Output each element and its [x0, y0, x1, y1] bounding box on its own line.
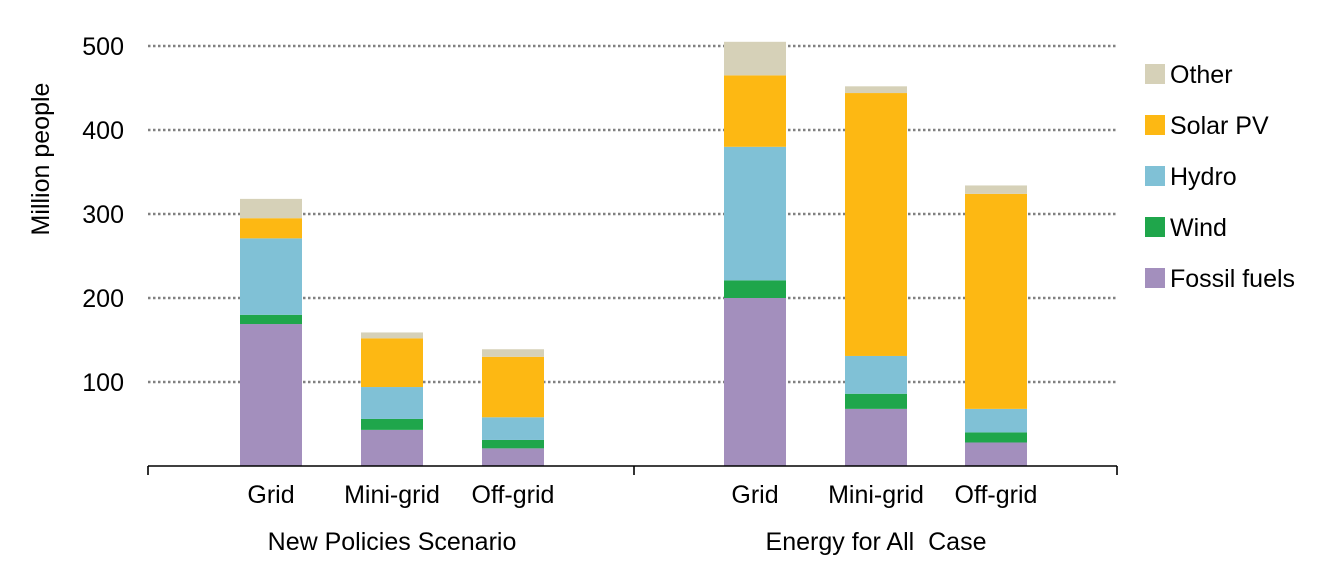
bar-segment-wind	[724, 280, 786, 298]
y-tick-label: 200	[82, 285, 124, 313]
bar-segment-hydro	[361, 387, 423, 419]
x-category-label: Grid	[247, 481, 294, 509]
bar-segment-wind	[361, 418, 423, 430]
axes: 100 200 300 400 500 Grid Mini-grid Off-grid Grid…	[82, 33, 1118, 556]
x-category-label: Mini-grid	[344, 481, 440, 509]
bar-segment-hydro	[724, 146, 786, 281]
bar-segment-other	[482, 349, 544, 357]
legend-swatch	[1145, 166, 1165, 186]
y-tick-label: 100	[82, 369, 124, 397]
bar-segment-wind	[482, 439, 544, 449]
legend-swatch	[1145, 64, 1165, 84]
x-group-label: Energy for All Case	[766, 528, 987, 556]
legend: Other Solar PV Hydro Wind Fossil fuels	[1145, 61, 1295, 293]
y-tick-label: 400	[82, 117, 124, 145]
bar-segment-hydro	[845, 355, 907, 394]
bar-segment-wind	[845, 393, 907, 409]
bar-segment-fossil-fuels	[240, 324, 302, 466]
bar-segment-other	[965, 185, 1027, 194]
y-tick-label: 500	[82, 33, 124, 61]
legend-label: Solar PV	[1170, 112, 1269, 140]
bar-segment-wind	[240, 314, 302, 325]
bar-segment-solar-pv	[482, 356, 544, 418]
legend-swatch	[1145, 115, 1165, 135]
bar-segment-solar-pv	[361, 338, 423, 388]
bar-segment-other	[724, 41, 786, 76]
legend-label: Wind	[1170, 214, 1227, 242]
bar-segment-hydro	[965, 408, 1027, 433]
bar-segment-wind	[965, 432, 1027, 443]
bar-segment-fossil-fuels	[965, 442, 1027, 466]
bar-segment-solar-pv	[724, 75, 786, 147]
y-tick-label: 300	[82, 201, 124, 229]
bar-segment-solar-pv	[240, 218, 302, 239]
bar-segment-other	[845, 86, 907, 94]
x-category-label: Grid	[731, 481, 778, 509]
bar-segment-fossil-fuels	[482, 448, 544, 466]
bar-segment-hydro	[240, 238, 302, 315]
bar-segment-solar-pv	[845, 93, 907, 356]
legend-label: Other	[1170, 61, 1233, 89]
bar-segment-other	[240, 198, 302, 219]
bar-segment-solar-pv	[965, 193, 1027, 409]
bar-segment-fossil-fuels	[845, 408, 907, 466]
x-category-label: Mini-grid	[828, 481, 924, 509]
bar-segment-other	[361, 332, 423, 339]
x-category-label: Off-grid	[472, 481, 555, 509]
bar-segment-fossil-fuels	[724, 298, 786, 466]
legend-swatch	[1145, 217, 1165, 237]
legend-swatch	[1145, 268, 1165, 288]
legend-label: Fossil fuels	[1170, 265, 1295, 293]
x-group-label: New Policies Scenario	[268, 528, 517, 556]
bar-segment-hydro	[482, 417, 544, 440]
bars	[240, 41, 1027, 466]
y-axis-title: Million people	[27, 83, 55, 236]
bar-segment-fossil-fuels	[361, 429, 423, 466]
gridlines	[148, 44, 1117, 384]
legend-label: Hydro	[1170, 163, 1237, 191]
x-category-label: Off-grid	[955, 481, 1038, 509]
